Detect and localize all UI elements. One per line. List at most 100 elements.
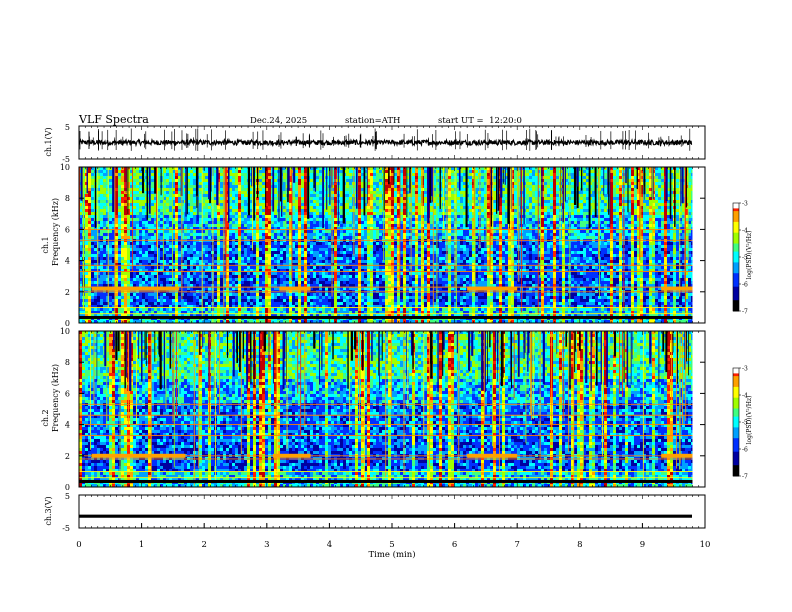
spectrogram-cell <box>151 260 154 263</box>
spectrogram-cell <box>79 245 82 248</box>
spectrogram-cell <box>331 257 334 260</box>
spectrogram-cell <box>205 194 208 197</box>
spectrogram-cell <box>154 209 157 212</box>
spectrogram-cell <box>223 287 226 290</box>
spectrogram-cell <box>328 302 331 305</box>
spectrogram-cell <box>106 311 109 314</box>
spectrogram-cell <box>199 308 202 311</box>
spectrogram-cell <box>220 197 223 200</box>
spectrogram-cell <box>301 314 304 317</box>
spectrogram-cell <box>340 233 343 236</box>
spectrogram-cell <box>79 278 82 281</box>
spectrogram-cell <box>283 254 286 257</box>
spectrogram-cell <box>352 308 355 311</box>
spectrogram-cell <box>181 242 184 245</box>
spectrogram-cell <box>184 257 187 260</box>
spectrogram-cell <box>256 209 259 212</box>
spectrogram-cell <box>265 257 268 260</box>
spectrogram-cell <box>199 284 202 287</box>
spectrogram-cell <box>250 203 253 206</box>
spectrogram-cell <box>262 287 265 290</box>
spectrogram-cell <box>340 320 343 323</box>
spectrogram-cell <box>349 299 352 302</box>
start-ut-label: start UT = 12:20:0 <box>438 116 522 126</box>
spectrogram-cell <box>130 284 133 287</box>
spectrogram-cell <box>238 191 241 194</box>
spectrogram-cell <box>163 203 166 206</box>
spectrogram-cell <box>238 212 241 215</box>
spectrogram-cell <box>142 200 145 203</box>
spectrogram-cell <box>175 248 178 251</box>
spectrogram-cell <box>292 296 295 299</box>
spectrogram-cell <box>340 218 343 221</box>
spectrogram-cell <box>97 305 100 308</box>
spectrogram-cell <box>220 203 223 206</box>
spectrogram-cell <box>319 272 322 275</box>
spectrogram-cell <box>85 215 88 218</box>
spectrogram-cell <box>166 233 169 236</box>
spectrogram-cell <box>223 293 226 296</box>
spectrogram-cell <box>334 251 337 254</box>
spectrogram-cell <box>346 257 349 260</box>
spectrogram-cell <box>316 227 319 230</box>
spectrogram-cell <box>283 242 286 245</box>
spectrogram-cell <box>130 260 133 263</box>
spectrogram-cell <box>184 281 187 284</box>
spectrogram-cell <box>88 212 91 215</box>
spectrogram-cell <box>160 284 163 287</box>
spectrogram-cell <box>250 197 253 200</box>
spectrogram-cell <box>349 305 352 308</box>
spectrogram-cell <box>172 221 175 224</box>
spectrogram-cell <box>196 269 199 272</box>
spectrogram-cell <box>202 299 205 302</box>
spectrogram-cell <box>250 284 253 287</box>
spectrogram-cell <box>172 281 175 284</box>
spectrogram-cell <box>310 311 313 314</box>
spectrogram-cell <box>130 278 133 281</box>
spectrogram-cell <box>142 206 145 209</box>
spectrogram-cell <box>271 254 274 257</box>
spectrogram-cell <box>178 170 181 173</box>
spectrogram-cell <box>250 251 253 254</box>
spectrogram-cell <box>241 206 244 209</box>
spectrogram-cell <box>163 308 166 311</box>
spectrogram-cell <box>88 257 91 260</box>
spectrogram-cell <box>217 251 220 254</box>
spectrogram-cell <box>193 167 196 170</box>
spectrogram-cell <box>352 263 355 266</box>
spectrogram-cell <box>313 218 316 221</box>
spectrogram-cell <box>172 230 175 233</box>
spectrogram-cell <box>343 296 346 299</box>
spectrogram-cell <box>265 221 268 224</box>
spectrogram-cell <box>124 248 127 251</box>
spectrogram-cell <box>112 320 115 323</box>
spectrogram-cell <box>349 233 352 236</box>
spectrogram-cell <box>166 296 169 299</box>
spectrogram-cell <box>118 221 121 224</box>
spectrogram-cell <box>265 236 268 239</box>
spectrogram-cell <box>211 272 214 275</box>
spectrogram-cell <box>100 293 103 296</box>
spectrogram-cell <box>175 278 178 281</box>
spectrogram-cell <box>247 278 250 281</box>
spectrogram-cell <box>328 218 331 221</box>
spectrogram-cell <box>97 176 100 179</box>
spectrogram-cell <box>94 254 97 257</box>
spectrogram-cell <box>163 236 166 239</box>
spectrogram-cell <box>304 314 307 317</box>
spectrogram-cell <box>199 215 202 218</box>
spectrogram-cell <box>121 206 124 209</box>
spectrogram-cell <box>283 308 286 311</box>
spectrogram-cell <box>313 209 316 212</box>
spectrogram-cell <box>292 281 295 284</box>
spectrogram-cell <box>331 287 334 290</box>
spectrogram-cell <box>187 269 190 272</box>
spectrogram-cell <box>319 224 322 227</box>
spectrogram-cell <box>85 287 88 290</box>
spectrogram-cell <box>280 251 283 254</box>
spectrogram-cell <box>124 215 127 218</box>
spectrogram-cell <box>88 179 91 182</box>
spectrogram-cell <box>97 227 100 230</box>
spectrogram-cell <box>274 170 277 173</box>
spectrogram-cell <box>115 182 118 185</box>
